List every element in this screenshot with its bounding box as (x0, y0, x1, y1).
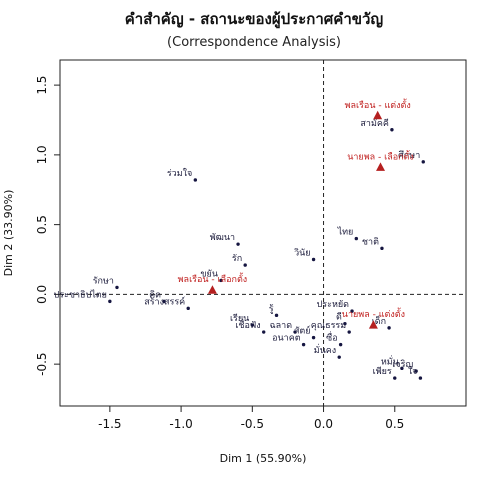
group-marker (207, 285, 217, 294)
word-label: อนาคต (272, 334, 301, 344)
word-label: เชื่อฟัง (235, 318, 260, 331)
word-point (338, 342, 343, 347)
word-point (274, 313, 279, 318)
word-point (186, 306, 190, 311)
x-tick-label: 0.5 (385, 417, 404, 431)
word-label: พัฒนา (210, 233, 235, 243)
word-point (380, 246, 384, 251)
word-label: คิด (149, 289, 161, 300)
reference-lines (60, 60, 466, 406)
group-label: พลเรือน - แต่งตั้ง (345, 98, 411, 111)
word-point (400, 366, 404, 371)
word-point (311, 335, 316, 340)
group-marker (373, 110, 383, 120)
plot-frame (59, 59, 467, 407)
word-label: สัตย์ (294, 325, 311, 337)
word-label: มั่นคง (314, 343, 337, 356)
word-point (115, 285, 119, 290)
y-axis-ticks: -0.5 0.0 0.5 1.0 1.5 (35, 76, 60, 376)
y-tick-label: 1.5 (35, 76, 49, 95)
word-label: สามัคคี (360, 118, 389, 129)
word-point (337, 355, 341, 359)
word-label: ร่วมใจ (167, 168, 193, 179)
word-label: ศึกษา (398, 150, 420, 161)
word-point (301, 342, 306, 347)
word-point (108, 299, 112, 304)
group-marker (376, 162, 386, 171)
word-point (347, 330, 351, 334)
x-tick-label: -0.5 (241, 417, 264, 431)
word-label: ใจ (408, 366, 418, 377)
x-tick-label: -1.0 (169, 417, 192, 431)
word-label: รักษา (93, 276, 114, 286)
word-point (236, 242, 240, 246)
word-point (387, 326, 391, 330)
x-axis-ticks: -1.5 -1.0 -0.5 0.0 0.5 (98, 406, 404, 431)
group-label: นายพล - แต่งตั้ง (342, 307, 405, 320)
word-label: รู้ (269, 303, 274, 314)
word-label: ฉลาด (270, 321, 293, 331)
group-label: พลเรือน - เลือกตั้ง (178, 272, 248, 285)
word-label: รัก (232, 254, 242, 264)
word-point (418, 376, 423, 380)
word-point (262, 330, 266, 334)
word-point (350, 309, 354, 313)
y-tick-label: 0.5 (35, 215, 49, 234)
word-point (343, 321, 347, 326)
word-point (293, 330, 297, 334)
word-point (311, 257, 316, 262)
word-point (193, 178, 198, 182)
y-tick-label: 1.0 (35, 145, 49, 164)
group-label: นายพล - เลือกตั้ง (347, 149, 414, 162)
x-tick-label: 0.0 (314, 417, 333, 431)
word-label: เจริญ (392, 359, 413, 370)
word-point (243, 263, 247, 267)
word-point (354, 236, 359, 241)
group-marker (368, 320, 378, 329)
word-point (393, 376, 397, 380)
y-tick-label: 0.0 (35, 285, 49, 304)
word-label: เพียร (373, 366, 392, 377)
word-label: หมั่น (381, 354, 399, 367)
word-point (162, 299, 166, 304)
word-point (390, 128, 394, 132)
word-label: ดี (336, 312, 342, 323)
word-label: ประหยัด (317, 300, 350, 310)
word-label: เด็ก (372, 314, 386, 327)
word-label: เรียน (230, 313, 249, 324)
chart-title: คำสำคัญ - สถานะของผู้ประกาศคำขวัญ (125, 10, 384, 29)
word-label: วินัย (294, 248, 310, 259)
word-label: ไทย (337, 227, 354, 238)
word-label: สร้างสรรค์ (144, 295, 185, 307)
word-label: คุณธรรม (311, 321, 347, 331)
word-label: ชาติ (362, 236, 379, 247)
word-point (250, 323, 255, 327)
y-axis-label: Dim 2 (33.90%) (2, 190, 15, 277)
x-tick-label: -1.5 (98, 417, 121, 431)
word-point (414, 369, 418, 373)
y-tick-label: -0.5 (35, 352, 49, 375)
chart-subtitle: (Correspondence Analysis) (167, 35, 341, 50)
word-label: ขยัน (200, 269, 218, 279)
word-point (421, 160, 425, 164)
word-label: ประชาธิปไตย (53, 289, 106, 300)
x-axis-label: Dim 1 (55.90%) (220, 452, 307, 465)
word-point (219, 278, 223, 283)
word-label: ซื่อ (326, 331, 338, 344)
